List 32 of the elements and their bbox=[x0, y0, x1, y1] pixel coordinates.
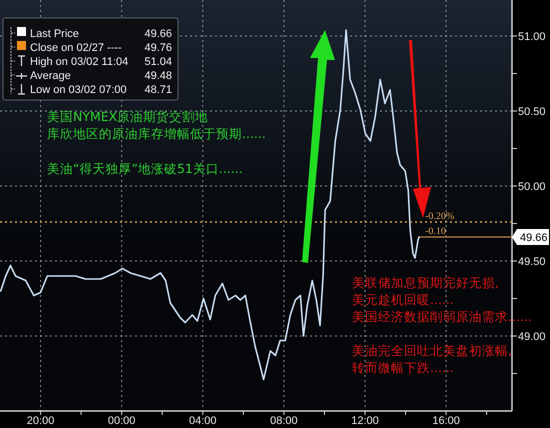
annotation: Average bbox=[30, 70, 71, 82]
annotation: 51.04 bbox=[144, 56, 172, 68]
annotation: Last Price bbox=[30, 28, 79, 40]
y-tick-label: 49.66 bbox=[520, 232, 548, 244]
x-tick-label: 04:00 bbox=[189, 415, 217, 427]
annotation: 美国经济数据削弱原油需求...... bbox=[352, 309, 532, 324]
annotation: 美国NYMEX原油期货交割地 bbox=[47, 109, 208, 124]
y-tick-label: 51.00 bbox=[518, 31, 546, 43]
annotation: 美元趁机回暖...... bbox=[352, 292, 454, 307]
annotation: 库欣地区的原油库存增幅低于预期...... bbox=[47, 126, 266, 141]
annotation: High on 03/02 11:04 bbox=[30, 56, 128, 68]
annotation: 美油完全回吐北美盘初涨幅, bbox=[352, 343, 512, 358]
annotation: 美油“得天独厚”地涨破51关口...... bbox=[47, 161, 243, 176]
annotation: 48.71 bbox=[144, 84, 172, 96]
annotation: 49.48 bbox=[144, 70, 172, 82]
y-tick-label: 49.50 bbox=[518, 256, 546, 268]
x-tick-label: 20:00 bbox=[26, 415, 54, 427]
annotation: -0.20% bbox=[425, 211, 454, 222]
annotation: -0.10 bbox=[425, 226, 446, 237]
x-tick-label: 16:00 bbox=[432, 415, 460, 427]
x-tick-label: 12:00 bbox=[351, 415, 379, 427]
annotation: 49.76 bbox=[144, 42, 172, 54]
annotation: 美联储加息预期完好无损, bbox=[352, 275, 499, 290]
x-tick-label: 00:00 bbox=[108, 415, 136, 427]
y-tick-label: 49.00 bbox=[518, 331, 546, 343]
y-tick-label: 50.00 bbox=[518, 181, 546, 193]
annotation: Close on 02/27 ---- bbox=[30, 42, 122, 54]
annotation: 49.66 bbox=[144, 28, 172, 40]
y-tick-label: 50.50 bbox=[518, 106, 546, 118]
x-tick-label: 08:00 bbox=[270, 415, 298, 427]
annotation: 转而微幅下跌...... bbox=[352, 360, 454, 375]
annotation: Low on 03/02 07:00 bbox=[30, 84, 127, 96]
